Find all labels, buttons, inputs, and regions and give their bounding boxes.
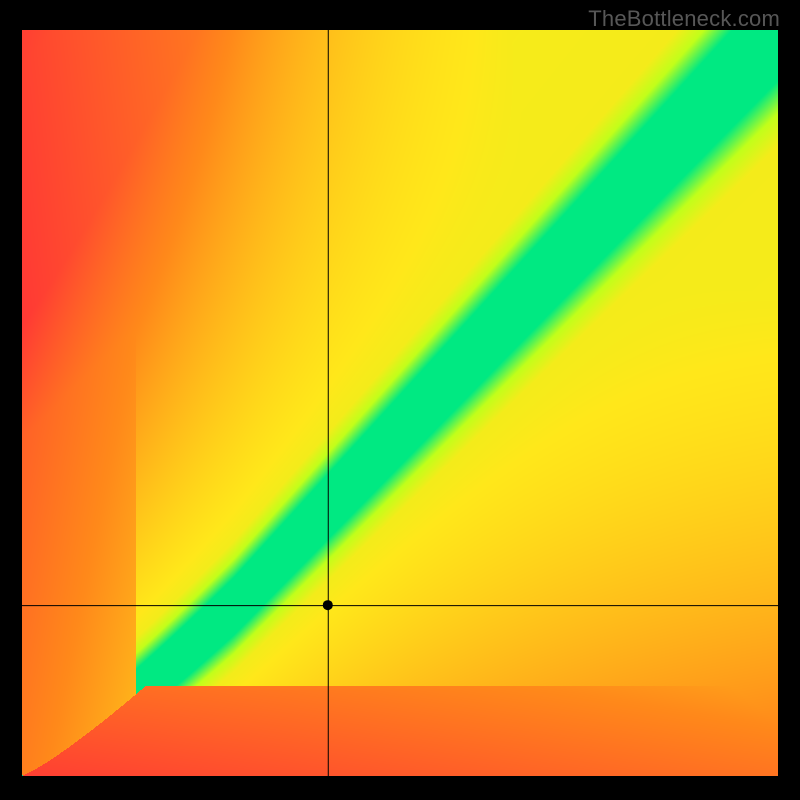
chart-container: TheBottleneck.com	[0, 0, 800, 800]
heatmap-canvas	[22, 30, 778, 776]
watermark-text: TheBottleneck.com	[588, 6, 780, 32]
plot-area	[22, 30, 778, 776]
